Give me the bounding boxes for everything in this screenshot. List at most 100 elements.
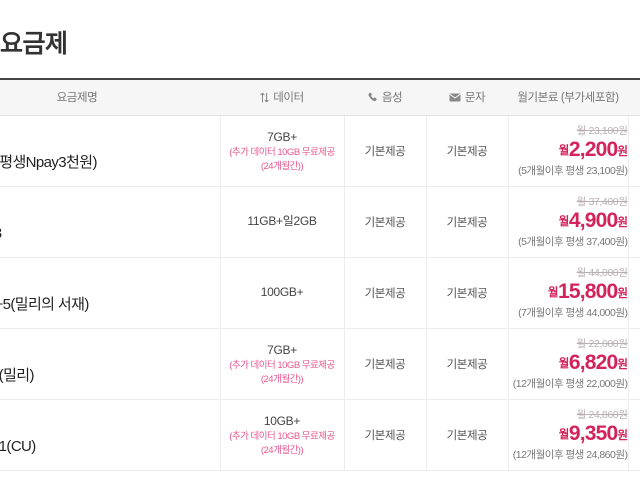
price-currency-prefix: 월	[547, 286, 559, 299]
column-header-detail: 상세보기	[628, 78, 640, 116]
voice-allowance: 기본제공	[343, 257, 426, 329]
data-allowance-note-line2: (24개월간))	[260, 444, 304, 456]
price-amount: 4,900	[568, 208, 618, 232]
table-header-row: 요금제명 데이터	[0, 78, 640, 116]
price-after-promo: (7개월이후 평생 44,000원)	[518, 306, 628, 319]
plan-name[interactable]: 한 100GB+5(밀리의 서재)	[0, 295, 89, 313]
plan-name[interactable]: 한 11GB+3	[0, 224, 220, 243]
price-amount: 2,200	[568, 137, 618, 161]
voice-allowance: 기본제공	[343, 328, 426, 400]
column-header-data: 데이터	[220, 78, 344, 116]
detail-cell[interactable]	[627, 115, 640, 187]
column-header-sms-label: 문자	[464, 92, 486, 104]
price-currency-suffix: 원	[617, 145, 628, 158]
data-allowance-note-line2: (24개월간))	[260, 160, 304, 172]
price-discounted: 월9,350원	[509, 422, 628, 448]
table-header: 요금제명 데이터	[0, 78, 640, 116]
price-original: 월 22,000원	[576, 337, 628, 350]
price-cell: 월 44,000원 월15,800원 (7개월이후 평생 44,000원)	[507, 257, 628, 329]
price-discounted: 월2,200원	[509, 138, 628, 164]
price-currency-suffix: 원	[617, 358, 628, 371]
price-after-promo: (5개월이후 평생 37,400원)	[518, 235, 628, 248]
plan-name[interactable]: 제한 7G+1(밀리)	[0, 366, 34, 384]
sms-allowance: 기본제공	[425, 186, 508, 258]
plan-name-cell[interactable]: 가능 한 100GB+5(밀리의 서재)	[0, 257, 220, 329]
price-currency-suffix: 원	[617, 429, 628, 442]
data-allowance: 100GB+	[260, 284, 304, 299]
detail-cell[interactable]	[627, 328, 640, 400]
price-discounted: 월15,800원	[509, 280, 628, 306]
price-amount: 6,820	[568, 350, 618, 374]
column-header-monthly-fee-label: 월기본료 (부가세포함)	[517, 92, 619, 104]
voice-allowance: 기본제공	[343, 399, 426, 471]
price-currency-suffix: 원	[617, 287, 628, 300]
detail-cell[interactable]	[627, 186, 640, 258]
data-allowance-cell: 100GB+	[219, 257, 344, 329]
detail-cell[interactable]	[627, 399, 640, 471]
price-cell: 월 37,400원 월4,900원 (5개월이후 평생 37,400원)	[507, 186, 628, 258]
column-header-plan-name-label: 요금제명	[56, 92, 98, 104]
sms-allowance: 기본제공	[425, 328, 508, 400]
price-original: 월 24,860원	[576, 408, 628, 421]
table-row[interactable]: 가능 한 7GB+1(평생Npay3천원) 7GB+ (추가 데이터 10GB …	[0, 115, 640, 187]
plan-name-cell[interactable]: 가능 제한 7G+1(밀리)	[0, 328, 220, 400]
sms-allowance: 기본제공	[425, 399, 508, 471]
column-header-plan-name: 요금제명	[0, 78, 220, 116]
column-header-sms: 문자	[426, 78, 508, 116]
price-currency-suffix: 원	[617, 216, 628, 229]
column-header-voice: 음성	[344, 78, 426, 116]
data-arrows-icon	[260, 92, 269, 103]
column-header-voice-label: 음성	[381, 92, 403, 104]
price-after-promo: (12개월이후 평생 24,860원)	[512, 448, 628, 461]
plan-name-cell[interactable]: 가능 제한 10G+1(CU)	[0, 399, 220, 471]
price-original: 월 37,400원	[576, 195, 628, 208]
column-header-monthly-fee: 월기본료 (부가세포함)	[508, 78, 628, 116]
price-original: 월 23,100원	[576, 124, 628, 137]
price-currency-prefix: 월	[558, 357, 570, 370]
data-allowance-cell: 7GB+ (추가 데이터 10GB 무료제공 (24개월간))	[219, 115, 344, 187]
table-row[interactable]: 가능 제한 10G+1(CU) 10GB+ (추가 데이터 10GB 무료제공 …	[0, 399, 640, 471]
table-row[interactable]: 가능 한 11GB+3 11GB+일2GB 기본제공 기본제공 월 37,400…	[0, 186, 640, 258]
detail-cell[interactable]	[627, 257, 640, 329]
table-row[interactable]: 가능 제한 7G+1(밀리) 7GB+ (추가 데이터 10GB 무료제공 (2…	[0, 328, 640, 400]
price-original: 월 44,000원	[576, 266, 628, 279]
data-allowance-note-line1: (추가 데이터 10GB 무료제공	[229, 359, 335, 371]
plan-name[interactable]: 한 7GB+1(평생Npay3천원)	[0, 153, 97, 171]
price-cell: 월 23,100원 월2,200원 (5개월이후 평생 23,100원)	[507, 115, 628, 187]
envelope-icon	[449, 93, 461, 102]
phone-icon	[368, 92, 378, 102]
page-title: 요금제	[0, 29, 68, 58]
voice-allowance: 기본제공	[343, 186, 426, 258]
data-allowance-note-line2: (24개월간))	[260, 373, 304, 385]
data-allowance-note-line1: (추가 데이터 10GB 무료제공	[229, 146, 335, 158]
rate-plan-table: 요금제명 데이터	[0, 77, 640, 471]
table-body: 가능 한 7GB+1(평생Npay3천원) 7GB+ (추가 데이터 10GB …	[0, 115, 640, 471]
price-amount: 9,350	[568, 421, 618, 445]
data-allowance: 11GB+일2GB	[247, 213, 317, 228]
price-currency-prefix: 월	[558, 428, 570, 441]
price-discounted: 월4,900원	[509, 209, 628, 235]
sms-allowance: 기본제공	[425, 115, 508, 187]
price-cell: 월 22,000원 월6,820원 (12개월이후 평생 22,000원)	[507, 328, 628, 400]
price-after-promo: (12개월이후 평생 22,000원)	[512, 377, 628, 390]
data-allowance: 10GB+	[263, 413, 301, 428]
data-allowance-note-line1: (추가 데이터 10GB 무료제공	[229, 430, 335, 442]
price-after-promo: (5개월이후 평생 23,100원)	[518, 164, 628, 177]
column-header-data-label: 데이터	[273, 92, 304, 104]
price-discounted: 월6,820원	[509, 351, 628, 377]
price-cell: 월 24,860원 월9,350원 (12개월이후 평생 24,860원)	[507, 399, 628, 471]
price-amount: 15,800	[557, 279, 618, 303]
plan-name-cell[interactable]: 가능 한 11GB+3	[0, 186, 220, 258]
table-row[interactable]: 가능 한 100GB+5(밀리의 서재) 100GB+ 기본제공 기본제공 월 …	[0, 257, 640, 329]
data-allowance-cell: 11GB+일2GB	[219, 186, 344, 258]
voice-allowance: 기본제공	[343, 115, 426, 187]
data-allowance-cell: 10GB+ (추가 데이터 10GB 무료제공 (24개월간))	[219, 399, 344, 471]
table-footer-spacer	[0, 470, 640, 480]
data-allowance: 7GB+	[267, 342, 297, 357]
plan-name-cell[interactable]: 가능 한 7GB+1(평생Npay3천원)	[0, 115, 220, 187]
plan-name[interactable]: 제한 10G+1(CU)	[0, 437, 36, 455]
data-allowance: 7GB+	[267, 129, 297, 144]
price-currency-prefix: 월	[558, 215, 570, 228]
